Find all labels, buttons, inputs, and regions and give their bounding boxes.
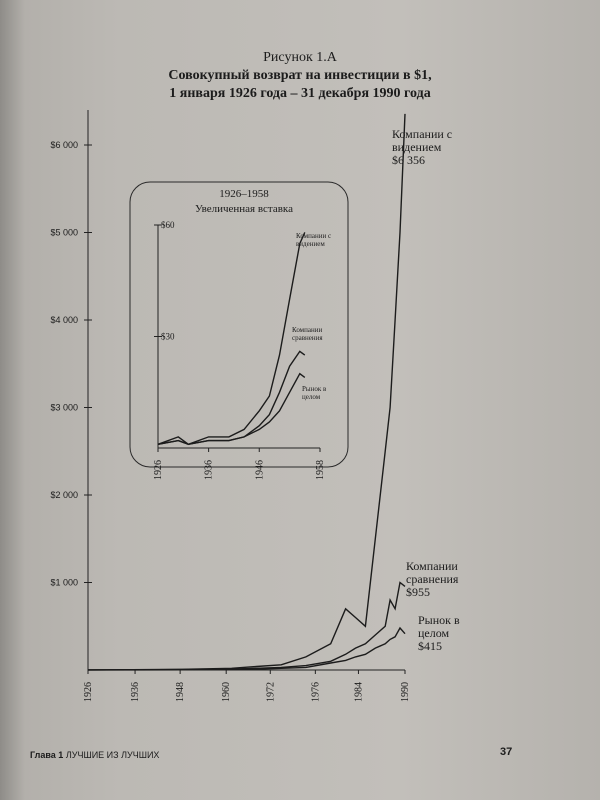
page-number: 37 [500,746,513,758]
value-label: $955 [406,585,430,599]
y-tick-label: $60 [161,220,175,230]
x-tick-label: 1984 [353,682,364,702]
chart-title: Совокупный возврат на инвестиции в $1, [168,68,432,83]
inset-title: 1926–1958 [219,188,269,200]
y-tick-label: $6 000 [50,140,78,150]
series-label: Рынок в целом [418,613,460,640]
figure-label: Рисунок 1.А [263,50,337,65]
x-tick-label: 1976 [310,682,321,702]
x-tick-label: 1926 [83,682,94,702]
y-tick-label: $4 000 [50,315,78,325]
x-tick-label: 1960 [221,682,232,702]
x-tick-label: 1958 [315,460,326,480]
series-label: Компании с видением [392,127,453,154]
x-tick-label: 1926 [153,460,164,480]
x-tick-label: 1936 [204,460,215,480]
x-tick-label: 1936 [130,682,141,702]
inset-frame [129,181,349,468]
x-tick-label: 1990 [400,682,411,702]
series-line [88,626,406,671]
x-tick-label: 1948 [175,682,186,702]
chapter-title: ЛУЧШИЕ ИЗ ЛУЧШИХ [65,750,160,760]
series-line [157,232,306,446]
series-label: Компании сравнения [406,559,459,586]
series-label: Рынок в целом [302,385,327,401]
series-label: Компании с видением [296,232,332,248]
value-label: $6 356 [392,153,425,167]
y-tick-label: $2 000 [50,490,78,500]
inset-subtitle: Увеличенная вставка [195,203,293,215]
series-line [157,372,306,446]
series-line [157,350,306,446]
x-tick-label: 1946 [254,460,265,480]
y-tick-label: $5 000 [50,228,78,238]
chart-subtitle: 1 января 1926 года – 31 декабря 1990 год… [169,86,431,101]
x-tick-label: 1972 [265,682,276,702]
y-tick-label: $30 [161,332,175,342]
value-label: $415 [418,639,442,653]
footer: Глава 1 ЛУЧШИЕ ИЗ ЛУЧШИХ [30,750,159,760]
y-tick-label: $1 000 [50,578,78,588]
series-label: Компании сравнения [292,326,323,342]
chapter: Глава 1 [30,750,64,760]
y-tick-label: $3 000 [50,403,78,413]
